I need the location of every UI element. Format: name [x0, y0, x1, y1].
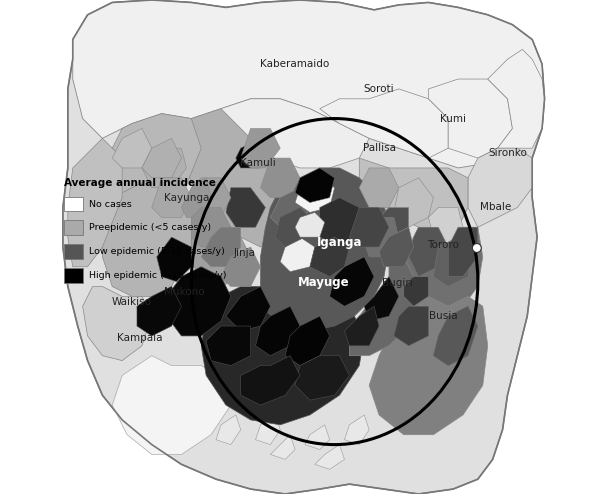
Text: Kampala: Kampala — [116, 333, 162, 343]
Polygon shape — [260, 158, 300, 198]
Polygon shape — [295, 212, 325, 237]
Polygon shape — [369, 296, 488, 435]
Polygon shape — [275, 207, 310, 247]
Polygon shape — [295, 168, 335, 203]
Polygon shape — [181, 178, 211, 217]
Polygon shape — [310, 237, 349, 277]
Text: High epidemic (>15 cases/y): High epidemic (>15 cases/y) — [89, 271, 226, 280]
Polygon shape — [256, 415, 280, 445]
Polygon shape — [157, 237, 191, 282]
Text: Mbale: Mbale — [479, 203, 511, 212]
Text: Kayunga: Kayunga — [164, 193, 209, 203]
Text: Waikiso: Waikiso — [112, 297, 152, 307]
Text: Tororo: Tororo — [427, 240, 459, 249]
Polygon shape — [468, 148, 532, 227]
Polygon shape — [73, 0, 545, 168]
Polygon shape — [488, 49, 545, 148]
Polygon shape — [201, 227, 241, 267]
Polygon shape — [433, 237, 473, 287]
Text: Jinja: Jinja — [233, 248, 256, 258]
Polygon shape — [359, 168, 399, 207]
Polygon shape — [137, 287, 181, 336]
Polygon shape — [63, 0, 545, 494]
Text: Bugiri: Bugiri — [382, 278, 413, 288]
Polygon shape — [216, 415, 241, 445]
Polygon shape — [315, 445, 344, 469]
Polygon shape — [285, 316, 329, 366]
Polygon shape — [68, 138, 122, 267]
Circle shape — [472, 244, 481, 252]
Polygon shape — [241, 356, 300, 405]
Polygon shape — [428, 207, 463, 247]
Polygon shape — [167, 267, 231, 336]
Text: Mayuge: Mayuge — [298, 276, 350, 289]
Polygon shape — [359, 158, 468, 237]
Polygon shape — [241, 128, 280, 168]
Text: Pallisa: Pallisa — [362, 143, 395, 153]
Polygon shape — [112, 128, 152, 168]
Polygon shape — [112, 114, 201, 207]
Polygon shape — [305, 425, 329, 450]
Polygon shape — [428, 79, 512, 158]
Polygon shape — [349, 207, 389, 247]
Text: Low epidemic (5-15 cases/y): Low epidemic (5-15 cases/y) — [89, 247, 224, 256]
Text: Kamuli: Kamuli — [240, 158, 276, 168]
Polygon shape — [221, 99, 369, 168]
Polygon shape — [379, 227, 413, 267]
Polygon shape — [191, 178, 231, 217]
Polygon shape — [448, 227, 478, 277]
Text: Kumi: Kumi — [440, 114, 466, 124]
Polygon shape — [271, 188, 310, 227]
Bar — [64, 268, 83, 283]
Polygon shape — [404, 277, 428, 306]
Polygon shape — [394, 178, 433, 227]
Polygon shape — [260, 168, 389, 331]
Polygon shape — [226, 188, 265, 227]
Polygon shape — [271, 435, 295, 459]
Text: Sironko: Sironko — [488, 148, 527, 158]
Polygon shape — [206, 326, 251, 366]
Polygon shape — [344, 415, 369, 445]
Text: Preepidemic (<5 cases/y): Preepidemic (<5 cases/y) — [89, 223, 211, 232]
Bar — [64, 244, 83, 259]
Polygon shape — [409, 227, 448, 277]
Polygon shape — [142, 148, 187, 188]
Text: Mukono: Mukono — [164, 288, 204, 297]
Polygon shape — [152, 178, 191, 217]
Polygon shape — [364, 217, 399, 257]
Polygon shape — [349, 247, 413, 356]
Text: No cases: No cases — [89, 200, 131, 208]
Polygon shape — [191, 207, 231, 247]
Polygon shape — [433, 306, 478, 366]
Polygon shape — [236, 138, 271, 168]
Polygon shape — [103, 178, 191, 296]
Text: Busia: Busia — [429, 311, 458, 321]
Polygon shape — [295, 356, 349, 400]
Polygon shape — [374, 207, 409, 237]
Text: Average annual incidence: Average annual incidence — [64, 178, 216, 188]
Polygon shape — [295, 178, 335, 212]
Polygon shape — [404, 227, 483, 316]
Text: Iganga: Iganga — [317, 236, 362, 248]
Polygon shape — [226, 287, 271, 331]
Polygon shape — [329, 257, 374, 306]
Polygon shape — [344, 306, 379, 346]
Polygon shape — [83, 287, 152, 361]
Polygon shape — [181, 198, 251, 287]
Polygon shape — [256, 306, 300, 356]
Text: Soroti: Soroti — [364, 84, 394, 94]
Polygon shape — [320, 198, 359, 247]
Bar — [64, 197, 83, 211]
Polygon shape — [201, 287, 364, 425]
Polygon shape — [221, 247, 260, 287]
Bar — [64, 220, 83, 235]
Polygon shape — [364, 277, 399, 321]
Polygon shape — [280, 237, 315, 272]
Polygon shape — [181, 109, 300, 247]
Polygon shape — [320, 89, 448, 158]
Polygon shape — [394, 306, 428, 346]
Polygon shape — [112, 356, 231, 454]
Polygon shape — [142, 138, 181, 178]
Text: Kaberamaido: Kaberamaido — [260, 59, 329, 69]
